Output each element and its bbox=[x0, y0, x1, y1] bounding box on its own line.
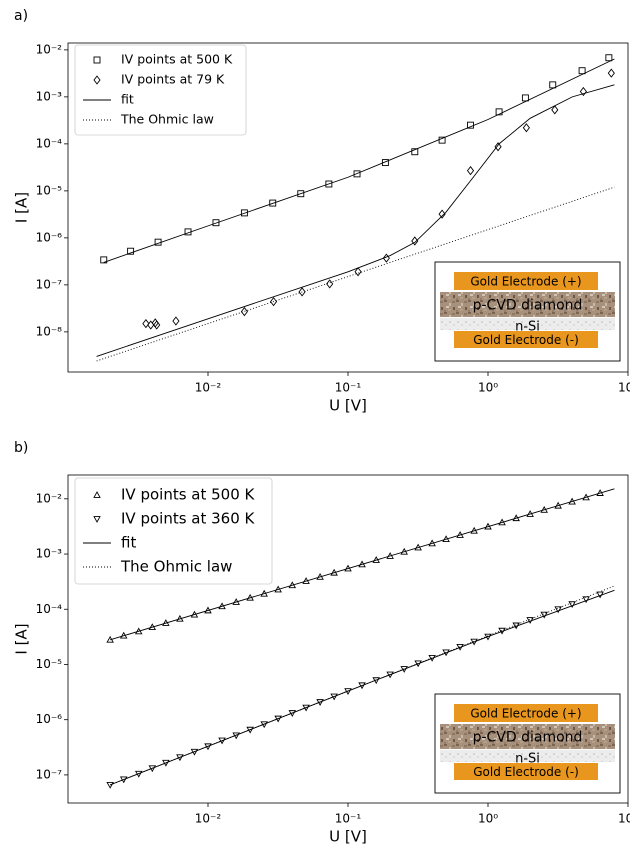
y-tick-label: 10⁻⁴ bbox=[36, 602, 63, 616]
data-point bbox=[606, 55, 612, 61]
x-tick-label: 10¹ bbox=[618, 381, 630, 395]
x-tick-label: 10⁻¹ bbox=[335, 381, 362, 395]
panel-label: a) bbox=[14, 8, 28, 24]
data-point bbox=[107, 782, 113, 787]
legend-label: The Ohmic law bbox=[120, 558, 232, 576]
data-point bbox=[579, 68, 585, 74]
x-tick-label: 10⁻² bbox=[195, 381, 222, 395]
legend-label: fit bbox=[121, 534, 136, 552]
figure: a) 10⁻² 10⁻¹ 10⁰ 10¹ 10⁻⁸ 10⁻⁷ 10⁻⁶ 10⁻⁵ 10⁻⁴ 10⁻³… bbox=[0, 0, 630, 845]
x-axis-label: U [V] bbox=[329, 828, 367, 845]
y-tick-label: 10⁻⁶ bbox=[36, 712, 63, 726]
y-tick-label: 10⁻⁷ bbox=[36, 767, 63, 781]
data-point bbox=[522, 95, 528, 101]
y-tick-label: 10⁻⁷ bbox=[36, 277, 63, 291]
y-tick-label: 10⁻³ bbox=[36, 547, 63, 561]
inset-label: p-CVD diamond bbox=[473, 730, 583, 746]
x-axis-label: U [V] bbox=[329, 397, 367, 415]
data-point bbox=[173, 317, 179, 325]
panel-label: b) bbox=[14, 440, 28, 456]
x-tick-label: 10⁰ bbox=[478, 812, 498, 826]
x-tick-label: 10⁰ bbox=[478, 381, 498, 395]
data-point bbox=[468, 167, 474, 175]
y-tick-label: 10⁻⁵ bbox=[36, 657, 63, 671]
data-point bbox=[523, 124, 529, 132]
page: {"chart_data": [ {"type": "scatter", "pa… bbox=[0, 0, 630, 845]
y-tick-label: 10⁻² bbox=[36, 42, 63, 56]
data-point bbox=[550, 82, 556, 88]
data-point bbox=[495, 143, 501, 151]
legend-label: IV points at 500 K bbox=[121, 486, 256, 504]
legend-label: IV points at 500 K bbox=[121, 52, 233, 67]
data-point bbox=[143, 320, 149, 328]
y-tick-label: 10⁻² bbox=[36, 491, 63, 505]
x-tick-label: 10¹ bbox=[618, 812, 630, 826]
y-tick-label: 10⁻⁵ bbox=[36, 183, 63, 197]
legend-label: IV points at 360 K bbox=[121, 510, 256, 528]
data-point bbox=[608, 69, 614, 77]
y-tick-label: 10⁻³ bbox=[36, 89, 63, 103]
y-tick-label: 10⁻⁴ bbox=[36, 136, 63, 150]
inset-label: Gold Electrode (-) bbox=[473, 333, 579, 347]
legend-label: The Ohmic law bbox=[120, 112, 214, 127]
y-tick-label: 10⁻⁸ bbox=[36, 324, 63, 338]
inset-label: Gold Electrode (+) bbox=[470, 707, 581, 721]
y-axis-label: I [A] bbox=[13, 192, 31, 223]
y-tick-label: 10⁻⁶ bbox=[36, 230, 63, 244]
inset-label: Gold Electrode (+) bbox=[470, 275, 581, 289]
x-tick-label: 10⁻¹ bbox=[335, 812, 362, 826]
inset-label: Gold Electrode (-) bbox=[473, 765, 579, 779]
legend-label: IV points at 79 K bbox=[121, 72, 225, 87]
inset-label: p-CVD diamond bbox=[473, 298, 583, 314]
data-point bbox=[241, 308, 247, 316]
y-axis-label: I [A] bbox=[13, 623, 31, 654]
legend-label: fit bbox=[121, 92, 134, 107]
x-tick-label: 10⁻² bbox=[195, 812, 222, 826]
